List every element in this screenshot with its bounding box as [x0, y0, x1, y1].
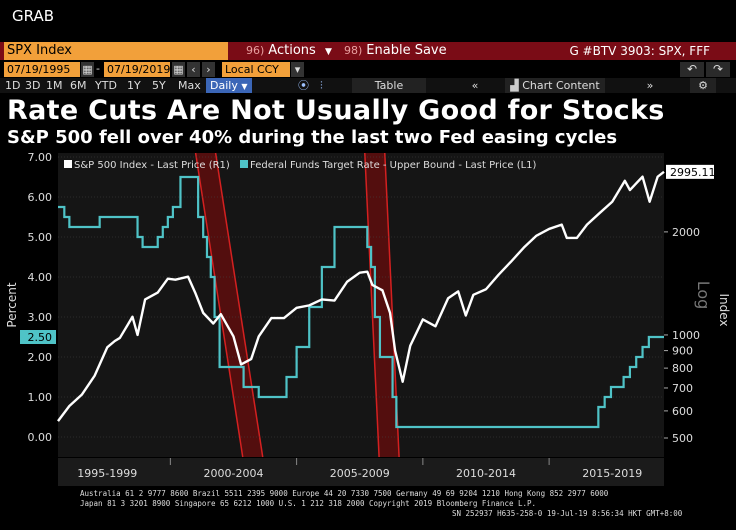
- easing-cycle-shade: [195, 153, 263, 457]
- right-axis-tick-label: 800: [672, 362, 693, 375]
- period-1d[interactable]: 1D: [5, 79, 21, 92]
- right-axis-label: Index: [717, 293, 731, 326]
- chart-headline: Rate Cuts Are Not Usually Good for Stock…: [7, 95, 665, 126]
- left-axis-tick-label: 3.00: [28, 311, 53, 324]
- x-axis-band: [58, 458, 664, 486]
- period-6m[interactable]: 6M: [70, 79, 87, 92]
- right-axis-tick-label: 600: [672, 405, 693, 418]
- sp500-last-value-box: [666, 164, 714, 179]
- fed-last-value: 2.50: [28, 331, 53, 344]
- chart-area[interactable]: 0.00 1.00 2.00 3.00 4.00 5.00 6.00 7.00 Percent 5…: [0, 150, 736, 486]
- sp500-last-value: 2995.11: [670, 166, 716, 179]
- period-1m[interactable]: 1M: [46, 79, 63, 92]
- left-axis-tick-label: 1.00: [28, 391, 53, 404]
- legend-swatch-sp500: [64, 160, 72, 168]
- right-axis-tick-label: 1000: [672, 329, 700, 342]
- expand-right-icon[interactable]: »: [646, 79, 654, 92]
- frequency-select[interactable]: Daily ▼: [206, 78, 252, 93]
- easing-cycle-shade: [364, 153, 400, 457]
- left-axis-tick-label: 0.00: [28, 431, 53, 444]
- start-date-calendar-icon[interactable]: ▦: [81, 62, 94, 77]
- legend-label-sp500: S&P 500 Index - Last Price (R1): [74, 160, 230, 171]
- right-axis-tick-label: 700: [672, 382, 693, 395]
- left-axis-tick-label: 2.00: [28, 351, 53, 364]
- end-date-calendar-icon[interactable]: ▦: [172, 62, 185, 77]
- enable-save-button[interactable]: 98) Enable Save: [344, 42, 447, 60]
- chart-content-tab[interactable]: ▟ Chart Content: [505, 78, 605, 93]
- period-5y[interactable]: 5Y: [152, 79, 166, 92]
- end-date-input[interactable]: 07/19/2019: [104, 62, 170, 77]
- chart-content-label: Chart Content: [522, 79, 600, 92]
- legend-label-fed: Federal Funds Target Rate - Upper Bound …: [250, 160, 537, 171]
- easing-cycle-start-line: [364, 152, 380, 458]
- chevron-down-icon: ▼: [241, 82, 248, 91]
- start-date-input[interactable]: 07/19/1995: [4, 62, 80, 77]
- chart-code: G #BTV 3903: SPX, FFF: [569, 44, 710, 58]
- enable-save-label: Enable Save: [366, 43, 447, 58]
- collapse-left-icon[interactable]: «: [471, 79, 479, 92]
- gear-icon[interactable]: ⚙: [690, 78, 716, 93]
- security-input[interactable]: SPX Index: [4, 42, 228, 60]
- footer-contacts-line2: Japan 81 3 3201 8900 Singapore 65 6212 1…: [80, 499, 537, 508]
- period-ytd[interactable]: YTD: [95, 79, 117, 92]
- actions-menu-button[interactable]: 96) Actions ▼: [246, 42, 332, 60]
- period-1y[interactable]: 1Y: [127, 79, 141, 92]
- actions-label: Actions: [268, 43, 316, 58]
- period-max[interactable]: Max: [178, 79, 201, 92]
- bar-style-icon[interactable]: ⫶: [320, 79, 323, 92]
- chart-icon: ▟: [510, 79, 523, 92]
- redo-icon[interactable]: ↷: [706, 62, 730, 77]
- enable-save-number: 98): [344, 44, 363, 57]
- right-axis-scale-label: Log: [694, 281, 713, 310]
- left-axis-label: Percent: [5, 282, 19, 327]
- left-axis-tick-label: 7.00: [28, 151, 53, 164]
- fed-last-value-box: [20, 330, 56, 344]
- footer: Australia 61 2 9777 8600 Brazil 5511 239…: [0, 487, 736, 530]
- x-axis-tick-label: 2000-2004: [204, 467, 264, 480]
- x-axis-tick-label: 2005-2009: [330, 467, 390, 480]
- period-bar: 1D 3D 1M 6M YTD 1Y 5Y Max Daily ▼ ⦿ ⫶ Ta…: [0, 78, 736, 93]
- chevron-down-icon: ▼: [324, 47, 332, 57]
- x-axis-tick-label: 1995-1999: [77, 467, 137, 480]
- right-axis-tick-label: 500: [672, 432, 693, 445]
- footer-session-info: SN 252937 H635-258-0 19-Jul-19 8:56:34 H…: [452, 509, 683, 518]
- right-axis-tick-label: 900: [672, 345, 693, 358]
- easing-cycle-end-line: [214, 152, 264, 458]
- currency-select[interactable]: Local CCY: [222, 62, 290, 77]
- footer-contacts-line1: Australia 61 2 9777 8600 Brazil 5511 239…: [80, 489, 609, 498]
- actions-number: 96): [246, 44, 265, 57]
- line-chart-icon[interactable]: ⦿: [298, 79, 309, 92]
- window-title: GRAB: [12, 7, 54, 25]
- command-bar: SPX Index 96) Actions ▼ 98) Enable Save G …: [0, 42, 736, 60]
- x-axis-tick-label: 2015-2019: [582, 467, 642, 480]
- chart-subheadline: S&P 500 fell over 40% during the last tw…: [7, 127, 618, 148]
- table-tab[interactable]: Table: [352, 78, 426, 93]
- left-axis-tick-label: 4.00: [28, 271, 53, 284]
- period-3d[interactable]: 3D: [25, 79, 41, 92]
- previous-period-icon[interactable]: ‹: [187, 62, 200, 77]
- date-range-bar: 07/19/1995 ▦ - 07/19/2019 ▦ ‹ › Local CC…: [0, 61, 736, 78]
- plot-background: [58, 153, 664, 457]
- x-axis-tick-label: 2010-2014: [456, 467, 516, 480]
- date-separator: -: [96, 62, 100, 75]
- left-axis-tick-label: 5.00: [28, 231, 53, 244]
- fed-funds-rate-line: [58, 175, 664, 429]
- sp500-index-line: [57, 170, 665, 422]
- legend-swatch-fed: [240, 160, 248, 168]
- window-title-bar: GRAB: [0, 0, 736, 40]
- undo-icon[interactable]: ↶: [680, 62, 704, 77]
- left-axis-tick-label: 6.00: [28, 191, 53, 204]
- frequency-label: Daily: [210, 79, 238, 92]
- next-period-icon[interactable]: ›: [202, 62, 215, 77]
- chart-svg: 0.00 1.00 2.00 3.00 4.00 5.00 6.00 7.00 Percent 5…: [5, 151, 731, 486]
- right-axis-tick-label: 2000: [672, 226, 700, 239]
- easing-cycle-start-line: [194, 152, 244, 458]
- currency-dropdown-icon[interactable]: ▾: [291, 62, 304, 77]
